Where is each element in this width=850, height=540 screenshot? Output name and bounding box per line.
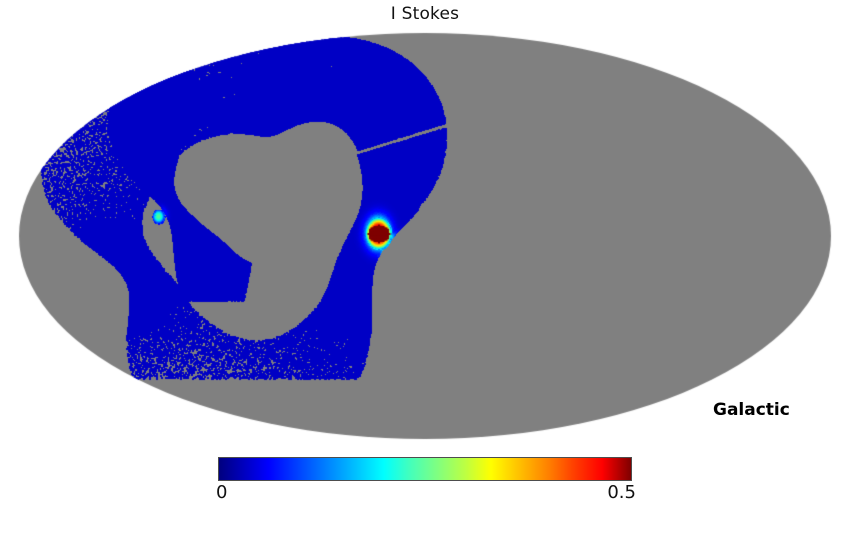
colorbar-min-tick-label: 0 [216,482,228,503]
colorbar-max-tick-label: 0.5 [607,482,636,503]
coordinate-system-label: Galactic [713,400,790,420]
colorbar-gradient [218,457,632,481]
colorbar[interactable] [218,457,632,481]
page-title: I Stokes [390,4,460,24]
